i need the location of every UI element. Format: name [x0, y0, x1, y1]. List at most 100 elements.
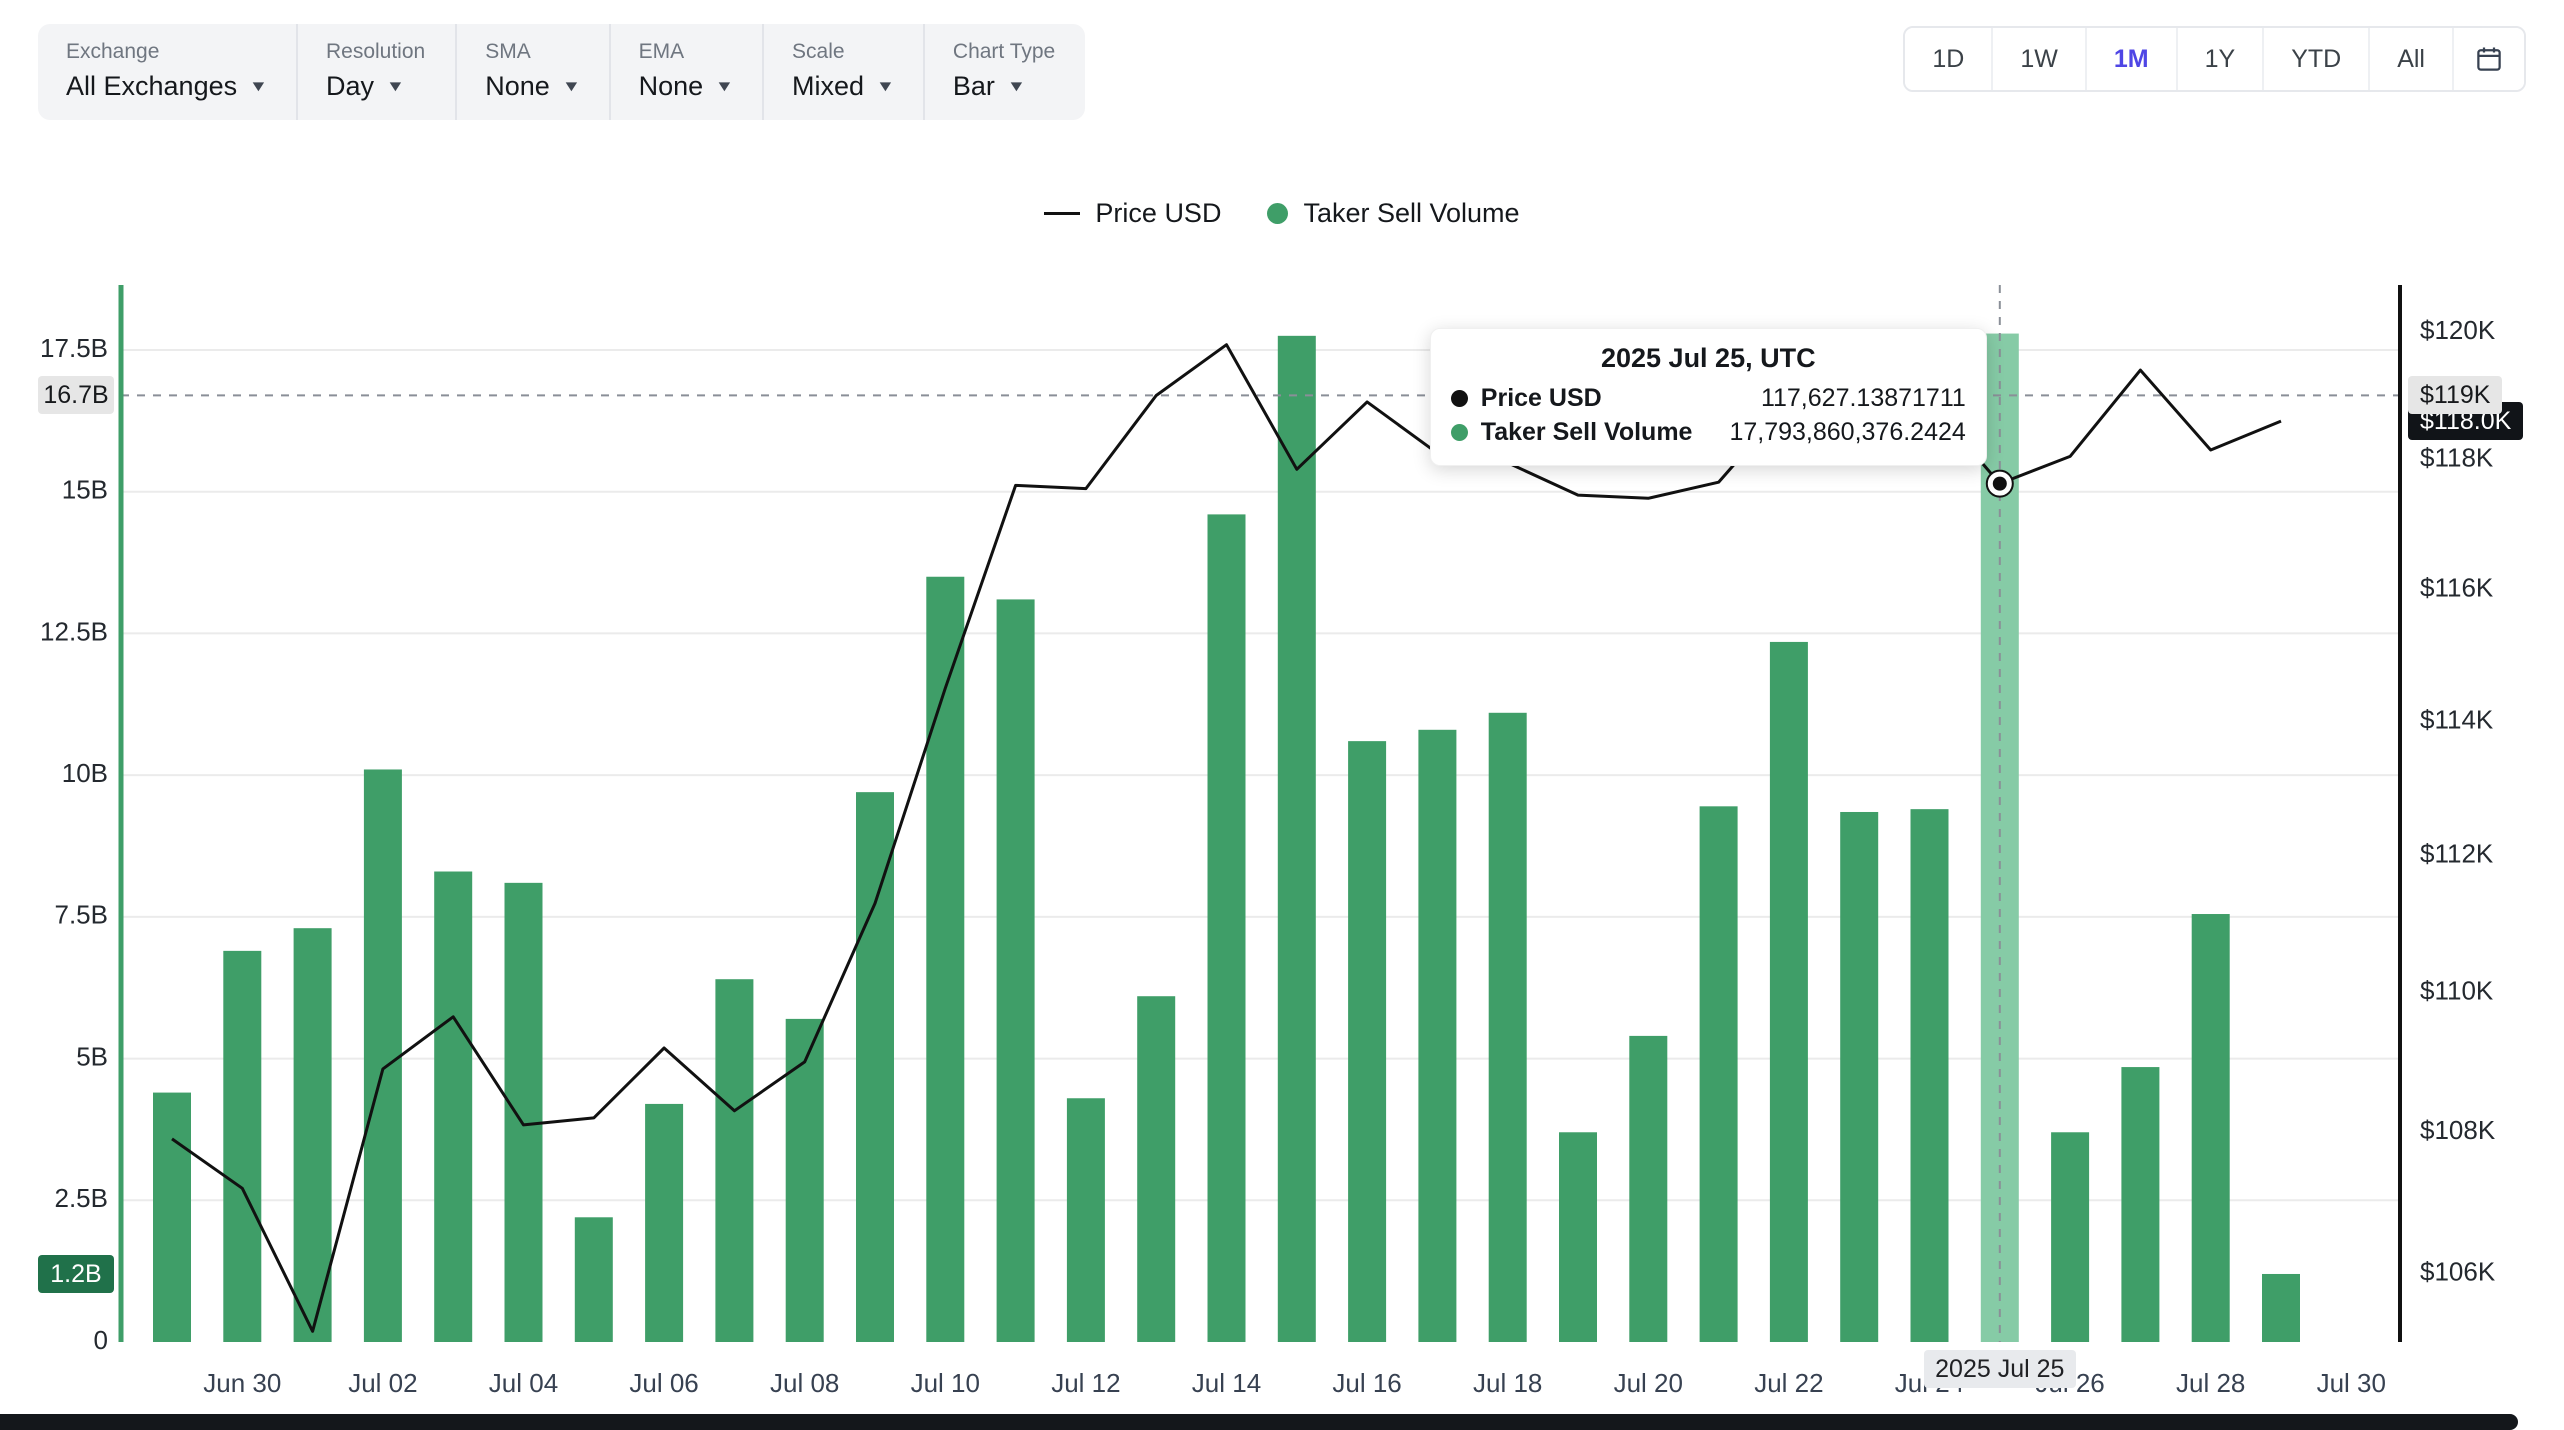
legend-label: Price USD [1095, 198, 1222, 228]
control-label: Scale [792, 40, 845, 63]
right-axis-tick: $120K [2420, 315, 2496, 345]
left-axis-tick: 5B [76, 1041, 108, 1071]
legend-item-price-usd[interactable]: Price USD [1044, 198, 1221, 229]
volume-bar[interactable] [504, 882, 543, 1342]
volume-bar[interactable] [926, 576, 965, 1342]
x-axis-tick: Jul 14 [1192, 1368, 1261, 1398]
control-ema[interactable]: EMA None ▼ [608, 24, 762, 120]
volume-bar[interactable] [1980, 333, 2019, 1342]
volume-dot-icon [1267, 203, 1289, 224]
volume-bar[interactable] [293, 928, 332, 1342]
control-scale[interactable]: Scale Mixed ▼ [762, 24, 923, 120]
x-axis-tick: Jun 30 [203, 1368, 281, 1398]
series-dot-icon [1450, 389, 1468, 407]
control-selected-value: None [638, 71, 704, 101]
volume-bar[interactable] [1137, 996, 1176, 1342]
left-axis-tick: 17.5B [40, 333, 108, 363]
last-volume-label: 1.2B [38, 1254, 114, 1293]
chevron-down-icon: ▼ [1006, 78, 1027, 95]
timeframe-1d[interactable]: 1D [1905, 28, 1992, 90]
volume-bar[interactable] [715, 979, 754, 1342]
volume-bar[interactable] [434, 871, 473, 1342]
tooltip-rows: Price USD 117,627.13871711 Taker Sell Volu… [1450, 381, 1966, 449]
timeframe-ytd[interactable]: YTD [2262, 28, 2369, 90]
chevron-down-icon: ▼ [385, 78, 406, 95]
volume-bar[interactable] [2051, 1132, 2090, 1342]
volume-bar[interactable] [2121, 1067, 2160, 1342]
control-selected-value: Mixed [792, 71, 865, 101]
control-value-dropdown[interactable]: None ▼ [485, 71, 581, 102]
volume-bar[interactable] [1910, 809, 1949, 1342]
volume-bar[interactable] [1066, 1098, 1105, 1342]
control-label: Chart Type [952, 40, 1056, 63]
control-value-dropdown[interactable]: All Exchanges ▼ [66, 71, 268, 102]
volume-bar[interactable] [2262, 1273, 2300, 1342]
volume-bar[interactable] [1207, 514, 1246, 1342]
x-axis-tick: Jul 06 [629, 1368, 698, 1398]
timeframe-all[interactable]: All [2368, 28, 2452, 90]
volume-bar[interactable] [2191, 914, 2230, 1342]
control-label: EMA [638, 40, 685, 63]
tooltip-series-value: 117,627.13871711 [1760, 383, 1966, 412]
crosshair-volume-label: 16.7B [38, 376, 114, 415]
left-axis-tick: 2.5B [55, 1183, 109, 1213]
tooltip-row: Price USD 117,627.13871711 [1450, 381, 1966, 415]
right-axis-tick: $108K [2420, 1115, 2496, 1145]
volume-bar[interactable] [363, 769, 402, 1342]
volume-bar[interactable] [223, 950, 262, 1342]
timeframe-selector: 1D 1W 1M 1Y YTD All [1903, 26, 2526, 92]
control-chart-type[interactable]: Chart Type Bar ▼ [922, 24, 1085, 120]
chevron-down-icon: ▼ [714, 78, 735, 95]
left-axis-tick: 7.5B [55, 900, 109, 930]
crosshair-price-label: $119K [2408, 376, 2503, 415]
chart-tooltip: 2025 Jul 25, UTC Price USD 117,627.138717… [1429, 328, 1987, 466]
volume-bar[interactable] [1488, 712, 1527, 1342]
volume-bar[interactable] [645, 1103, 684, 1342]
volume-bar[interactable] [1277, 335, 1316, 1342]
x-axis-tick: Jul 20 [1614, 1368, 1683, 1398]
calendar-button[interactable] [2452, 28, 2524, 90]
series-dot-icon [1450, 423, 1468, 441]
horizontal-scrollbar[interactable] [0, 1414, 2518, 1430]
control-resolution[interactable]: Resolution Day ▼ [295, 24, 455, 120]
control-selected-value: Bar [952, 71, 995, 101]
control-value-dropdown[interactable]: Mixed ▼ [792, 71, 895, 102]
volume-bar[interactable] [574, 1217, 613, 1342]
price-line-swatch [1044, 212, 1081, 215]
control-selected-value: Day [325, 71, 374, 101]
volume-bar[interactable] [153, 1092, 191, 1342]
x-axis-tick: Jul 18 [1473, 1368, 1542, 1398]
volume-bar[interactable] [1840, 811, 1879, 1342]
timeframe-1w[interactable]: 1W [1991, 28, 2085, 90]
volume-bar[interactable] [1699, 806, 1738, 1342]
crosshair-marker-dot [1992, 476, 2007, 491]
tooltip-title: 2025 Jul 25, UTC [1600, 343, 1816, 373]
volume-bar[interactable] [1769, 641, 1808, 1342]
volume-bar[interactable] [1348, 741, 1387, 1342]
volume-bar[interactable] [1418, 729, 1457, 1342]
timeframe-1y[interactable]: 1Y [2175, 28, 2263, 90]
chart-settings-panel: Exchange All Exchanges ▼ Resolution Day ▼ SMA N… [38, 24, 1086, 120]
right-axis-tick: $118K [2420, 442, 2494, 472]
control-value-dropdown[interactable]: None ▼ [638, 71, 735, 102]
right-axis-tick: $116K [2420, 572, 2494, 602]
control-selected-value: None [485, 71, 550, 101]
volume-bar[interactable] [996, 599, 1035, 1342]
control-label: Resolution [325, 40, 426, 63]
calendar-icon [2477, 47, 2501, 71]
volume-bar[interactable] [856, 792, 894, 1342]
volume-bar[interactable] [785, 1018, 824, 1342]
tooltip-series-label: Price USD [1480, 383, 1602, 412]
control-sma[interactable]: SMA None ▼ [455, 24, 608, 120]
control-exchange[interactable]: Exchange All Exchanges ▼ [38, 24, 296, 120]
volume-bar[interactable] [1629, 1035, 1668, 1342]
left-axis-tick: 15B [62, 475, 108, 505]
timeframe-1m[interactable]: 1M [2084, 28, 2176, 90]
legend-item-taker-sell-volume[interactable]: Taker Sell Volume [1267, 198, 1520, 229]
crosshair-date-label: 2025 Jul 25 [1923, 1350, 2076, 1388]
control-value-dropdown[interactable]: Bar ▼ [953, 71, 1055, 102]
volume-bar[interactable] [1559, 1132, 1597, 1342]
left-axis-tick: 12.5B [40, 616, 108, 646]
control-value-dropdown[interactable]: Day ▼ [326, 71, 425, 102]
